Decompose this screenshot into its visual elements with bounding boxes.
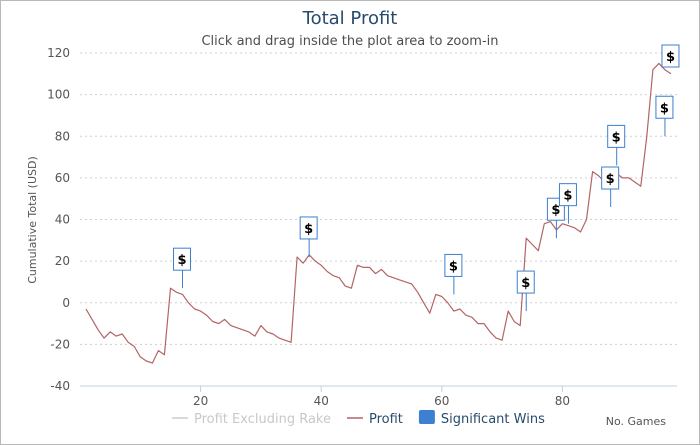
y-tick-label: 40 bbox=[55, 213, 70, 227]
flag-box bbox=[661, 44, 680, 68]
significant-win-flag: $ bbox=[607, 124, 626, 166]
y-tick-label: 0 bbox=[62, 296, 70, 310]
significant-win-flag: $ bbox=[558, 183, 577, 224]
flag-label: $ bbox=[563, 189, 572, 204]
legend[interactable]: Profit Excluding Rake Profit Significant W… bbox=[172, 410, 545, 427]
significant-win-flag: $ bbox=[299, 216, 318, 257]
y-tick-label: -20 bbox=[50, 337, 70, 351]
flag-label: $ bbox=[177, 253, 186, 268]
legend-item[interactable]: Profit bbox=[346, 412, 403, 427]
flag-box bbox=[655, 95, 674, 119]
y-tick-label: 80 bbox=[55, 129, 70, 143]
y-tick-label: 60 bbox=[55, 171, 70, 185]
legend-item[interactable]: Profit Excluding Rake bbox=[172, 412, 331, 427]
flag-box bbox=[607, 124, 626, 148]
significant-win-flag: $ bbox=[661, 44, 680, 68]
legend-label: Significant Wins bbox=[441, 412, 545, 427]
legend-label: Profit bbox=[369, 412, 403, 427]
legend-item[interactable]: Significant Wins bbox=[418, 410, 545, 427]
significant-win-flag: $ bbox=[444, 253, 463, 295]
significant-win-flag: $ bbox=[516, 270, 535, 312]
significant-win-flag: $ bbox=[655, 95, 674, 137]
flag-label: $ bbox=[660, 101, 669, 116]
flag-label: $ bbox=[612, 130, 621, 145]
x-axis-label: No. Games bbox=[606, 415, 667, 428]
flag-box bbox=[601, 166, 620, 190]
x-tick-label: 80 bbox=[555, 394, 570, 408]
flag-box bbox=[444, 253, 463, 277]
chart-subtitle: Click and drag inside the plot area to z… bbox=[201, 34, 499, 49]
series-layer bbox=[85, 62, 672, 364]
flag-box bbox=[516, 270, 535, 294]
flag-label: $ bbox=[606, 172, 615, 187]
flags-layer: $$$$$$$$$$ bbox=[173, 44, 680, 312]
flag-box bbox=[173, 247, 192, 271]
x-axis: 20 40 60 80 bbox=[80, 385, 677, 408]
flag-label: $ bbox=[449, 259, 458, 274]
flag-box bbox=[299, 216, 318, 240]
chart-title: Total Profit bbox=[302, 8, 398, 29]
y-tick-label: -40 bbox=[50, 379, 70, 393]
series-line-profit bbox=[85, 62, 672, 364]
y-tick-label: 20 bbox=[55, 254, 70, 268]
x-tick-label: 20 bbox=[193, 394, 208, 408]
legend-label: Profit Excluding Rake bbox=[194, 412, 331, 427]
x-tick-label: 60 bbox=[434, 394, 449, 408]
y-tick-label: 100 bbox=[47, 88, 70, 102]
y-tick-label: 120 bbox=[47, 46, 70, 60]
legend-swatch bbox=[418, 410, 435, 424]
x-tick-label: 40 bbox=[314, 394, 329, 408]
y-axis: -40 -20 0 20 40 60 80 100 120 bbox=[47, 46, 70, 393]
flag-label: $ bbox=[666, 50, 675, 65]
y-axis-label: Cumulative Total (USD) bbox=[26, 156, 39, 284]
flag-label: $ bbox=[521, 276, 530, 291]
flag-label: $ bbox=[304, 222, 313, 237]
flag-box bbox=[558, 183, 577, 207]
significant-win-flag: $ bbox=[601, 166, 620, 208]
flag-label: $ bbox=[551, 203, 560, 218]
significant-win-flag: $ bbox=[173, 247, 192, 289]
